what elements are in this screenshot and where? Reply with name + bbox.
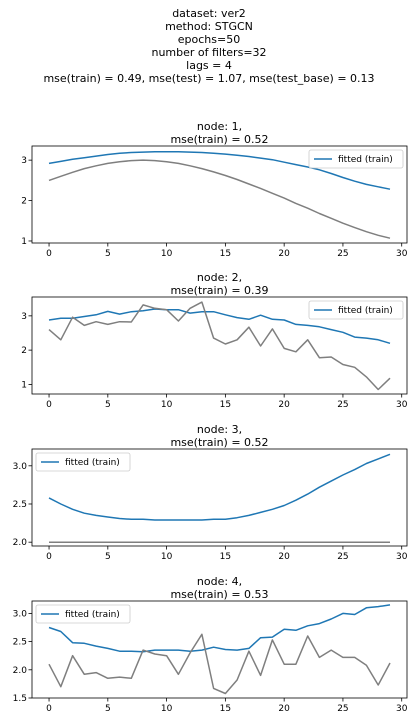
y-tick-label: 3.0: [13, 462, 28, 472]
actual-series-line: [49, 160, 390, 238]
x-tick-label: 15: [220, 249, 231, 259]
y-tick-label: 2.5: [13, 638, 27, 648]
x-tick-label: 5: [105, 704, 111, 714]
suptitle-line-epochs: epochs=50: [178, 33, 240, 46]
y-tick-label: 2.0: [13, 538, 28, 548]
subplot-title-line: mse(train) = 0.39: [170, 284, 268, 297]
legend: fitted (train): [36, 605, 130, 623]
x-tick-label: 20: [278, 704, 290, 714]
legend-label-fitted: fitted (train): [65, 458, 120, 468]
subplot-title-line: node: 4,: [197, 575, 242, 588]
subplot-node-3: node: 3,mse(train) = 0.52 0 5 10 15 20 25 30 2.0…: [13, 423, 408, 562]
x-tick-label: 25: [337, 704, 348, 714]
x-tick-label: 10: [161, 704, 173, 714]
subplot-node-2: node: 2,mse(train) = 0.39 0 5 10 15 20 25 30 1 2 3…: [21, 271, 407, 410]
x-tick-label: 5: [105, 552, 111, 562]
x-tick-label: 20: [278, 552, 290, 562]
suptitle-line-dataset: dataset: ver2: [172, 7, 246, 20]
x-tick-label: 20: [278, 400, 290, 410]
x-tick-label: 15: [220, 704, 231, 714]
legend: fitted (train): [309, 150, 403, 168]
x-tick-label: 15: [220, 552, 231, 562]
x-tick-label: 0: [46, 704, 52, 714]
x-tick-label: 0: [46, 400, 52, 410]
suptitle-line-filters: number of filters=32: [151, 46, 266, 59]
legend-label-fitted: fitted (train): [65, 610, 120, 620]
y-tick-label: 2: [21, 346, 27, 356]
x-tick-label: 20: [278, 249, 290, 259]
subplot-title-line: node: 1,: [197, 120, 242, 133]
suptitle-line-mse: mse(train) = 0.49, mse(test) = 1.07, mse…: [43, 72, 374, 85]
x-tick-label: 30: [396, 552, 408, 562]
suptitle-line-lags: lags = 4: [186, 59, 232, 72]
x-tick-label: 0: [46, 552, 52, 562]
subplot-title-line: mse(train) = 0.52: [170, 133, 268, 146]
x-tick-label: 25: [337, 249, 348, 259]
x-tick-label: 30: [396, 249, 408, 259]
x-tick-label: 10: [161, 249, 173, 259]
suptitle-line-method: method: STGCN: [165, 20, 253, 33]
y-tick-label: 1: [21, 380, 27, 390]
y-tick-label: 2.0: [13, 666, 28, 676]
y-tick-label: 3.0: [13, 609, 28, 619]
y-tick-label: 1: [21, 237, 27, 247]
y-tick-label: 2: [21, 197, 27, 207]
x-tick-label: 5: [105, 400, 111, 410]
x-tick-label: 25: [337, 400, 348, 410]
x-tick-label: 0: [46, 249, 52, 259]
legend-label-fitted: fitted (train): [338, 306, 393, 316]
actual-series-line: [49, 634, 390, 693]
legend-label-fitted: fitted (train): [338, 155, 393, 165]
x-tick-label: 30: [396, 400, 408, 410]
x-tick-label: 5: [105, 249, 111, 259]
y-tick-label: 2.5: [13, 500, 27, 510]
subplot-title-line: node: 2,: [197, 271, 242, 284]
figure-suptitle: dataset: ver2 method: STGCN epochs=50 nu…: [43, 7, 374, 85]
subplot-title-line: node: 3,: [197, 423, 242, 436]
subplot-panels: node: 1,mse(train) = 0.520 5 10 15 20 25 30123…: [13, 120, 408, 714]
subplot-title-line: mse(train) = 0.52: [170, 436, 268, 449]
x-tick-label: 10: [161, 400, 173, 410]
legend: fitted (train): [36, 453, 130, 471]
y-tick-label: 3: [21, 156, 27, 166]
y-tick-label: 1.5: [13, 694, 27, 704]
x-tick-label: 30: [396, 704, 408, 714]
legend: fitted (train): [309, 301, 403, 319]
x-tick-label: 15: [220, 400, 231, 410]
subplot-title-line: mse(train) = 0.53: [170, 588, 268, 601]
x-tick-label: 10: [161, 552, 173, 562]
y-tick-label: 3: [21, 312, 27, 322]
subplot-node-1: node: 1,mse(train) = 0.52 0 5 10 15 20 25 30 1 2 3…: [21, 120, 407, 259]
subplot-node-4: node: 4,mse(train) = 0.53 0 5 10 15 20 25 30 1.5…: [13, 575, 408, 714]
x-tick-label: 25: [337, 552, 348, 562]
